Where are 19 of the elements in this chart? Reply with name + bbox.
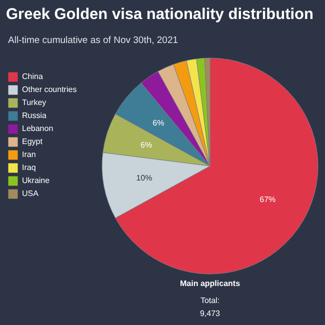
legend-label: Lebanon	[22, 124, 54, 133]
legend-label: Turkey	[22, 98, 46, 107]
legend-label: Iran	[22, 150, 36, 159]
chart-title: Greek Golden visa nationality distribution	[6, 6, 314, 23]
legend-label: Iraq	[22, 163, 36, 172]
data-label: 67%	[260, 195, 276, 204]
data-label: 6%	[152, 118, 164, 128]
data-label: 6%	[140, 140, 152, 150]
legend-label: USA	[22, 189, 40, 198]
text: Total:	[200, 296, 220, 305]
text: 9,473	[200, 309, 221, 318]
legend-label: Ukraine	[22, 176, 50, 185]
legend-label: Other countries	[22, 85, 77, 94]
data-label: 10%	[136, 174, 152, 183]
legend-label: Russia	[22, 111, 48, 120]
chart-subtitle: All-time cumulative as of Nov 30th, 2021	[8, 35, 178, 46]
text: Main applicants	[180, 279, 241, 288]
legend-label: Egypt	[22, 137, 44, 146]
legend-label: China	[22, 72, 44, 81]
